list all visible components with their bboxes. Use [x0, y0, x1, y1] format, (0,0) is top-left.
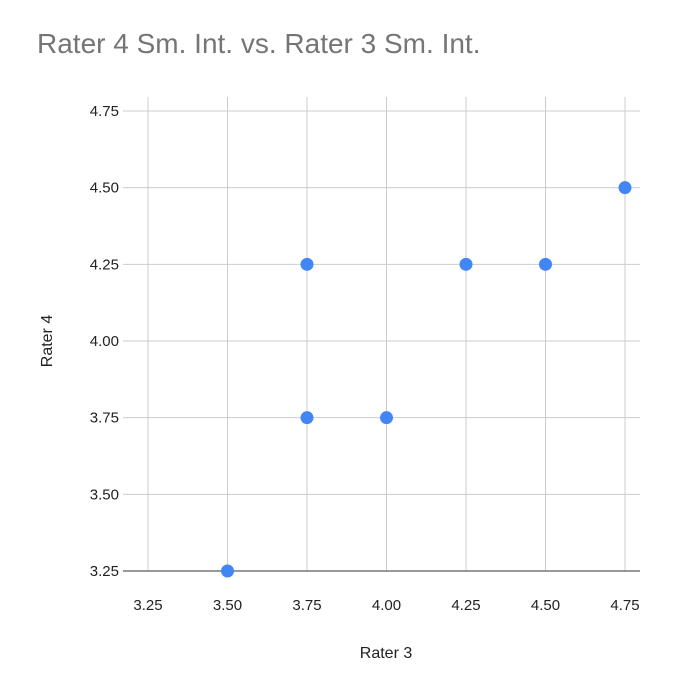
- x-axis-ticks: 3.25 3.50 3.75 4.00 4.25 4.50 4.75: [133, 597, 639, 614]
- x-tick-label: 4.25: [451, 597, 480, 614]
- y-axis-ticks: 3.25 3.50 3.75 4.00 4.25 4.50 4.75: [90, 103, 119, 580]
- x-tick-label: 3.25: [133, 597, 162, 614]
- data-point: [221, 564, 234, 578]
- x-tick-label: 3.75: [292, 597, 321, 614]
- data-point: [380, 411, 393, 425]
- y-tick-label: 4.50: [90, 180, 119, 197]
- y-tick-label: 4.00: [90, 333, 119, 350]
- x-tick-label: 4.75: [610, 597, 639, 614]
- y-tick-label: 4.25: [90, 256, 119, 273]
- data-points: [221, 181, 632, 578]
- grid: [123, 97, 640, 572]
- y-tick-label: 3.75: [90, 410, 119, 427]
- data-point: [300, 411, 314, 425]
- y-tick-label: 4.75: [90, 103, 119, 120]
- data-point: [300, 257, 314, 271]
- data-point: [618, 181, 632, 195]
- data-point: [459, 257, 473, 271]
- y-tick-label: 3.50: [90, 486, 119, 503]
- data-point: [539, 257, 552, 271]
- x-tick-label: 3.50: [213, 597, 242, 614]
- x-tick-label: 4.00: [372, 597, 401, 614]
- y-tick-label: 3.25: [90, 563, 119, 580]
- y-axis-label: Rater 4: [39, 315, 56, 368]
- x-axis-label: Rater 3: [360, 645, 413, 662]
- x-tick-label: 4.50: [531, 597, 560, 614]
- chart-title: Rater 4 Sm. Int. vs. Rater 3 Sm. Int.: [37, 28, 481, 59]
